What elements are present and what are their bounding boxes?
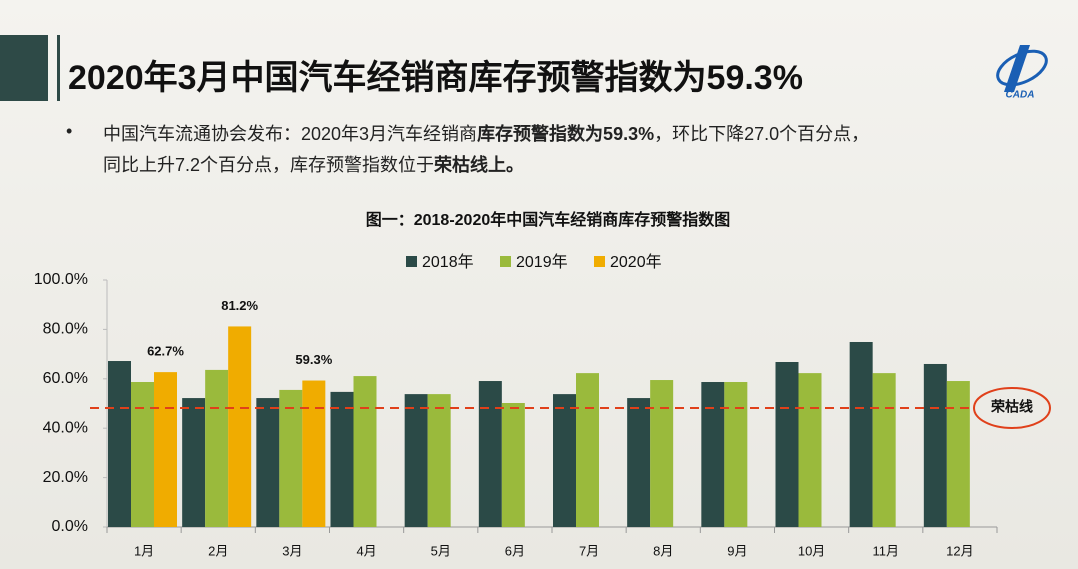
text-segment: ，环比下降27.0个百分点， — [654, 124, 870, 144]
bar — [501, 403, 525, 527]
logo-text: CADA — [1006, 90, 1035, 101]
bullet-text: 中国汽车流通协会发布：2020年3月汽车经销商库存预警指数为59.3%，环比下降… — [103, 119, 869, 181]
data-label: 59.3% — [295, 352, 332, 367]
bullet-line: 中国汽车流通协会发布：2020年3月汽车经销商库存预警指数为59.3%，环比下降… — [103, 119, 869, 150]
bar — [701, 382, 725, 527]
legend-swatch — [500, 256, 511, 267]
bar — [330, 391, 354, 527]
bar — [923, 363, 947, 527]
bar — [279, 389, 303, 527]
bar — [553, 394, 576, 527]
bar — [256, 398, 280, 527]
bar — [154, 372, 177, 527]
bar — [798, 373, 822, 527]
slide-title: 2020年3月中国汽车经销商库存预警指数为59.3% — [68, 59, 803, 97]
text-segment: 库存预警指数为59.3% — [477, 124, 655, 144]
bullet-dot: • — [66, 121, 73, 141]
bar — [775, 362, 799, 527]
data-label: 62.7% — [147, 344, 184, 359]
title-block — [0, 35, 48, 101]
bar — [576, 373, 599, 527]
text-segment: 荣枯线上。 — [434, 155, 525, 175]
legend-label: 2019年 — [516, 253, 568, 271]
chart-title: 图一：2018-2020年中国汽车经销商库存预警指数图 — [366, 210, 731, 229]
bar — [849, 341, 873, 527]
threshold-ellipse — [973, 386, 1051, 429]
bar — [627, 398, 651, 527]
legend-label: 2020年 — [610, 253, 662, 271]
bar — [724, 382, 748, 527]
y-tick-label: 60.0% — [43, 370, 88, 387]
bar — [427, 394, 451, 527]
x-tick-label: 10月 — [798, 543, 825, 558]
bullet-line: 同比上升7.2个百分点，库存预警指数位于荣枯线上。 — [103, 150, 869, 181]
data-label: 81.2% — [221, 298, 258, 313]
x-tick-label: 5月 — [431, 543, 451, 558]
y-tick-label: 100.0% — [34, 271, 88, 288]
legend-label: 2018年 — [422, 253, 474, 271]
bar — [205, 369, 229, 527]
bar — [108, 361, 131, 527]
y-tick-label: 40.0% — [43, 419, 88, 436]
text-segment: 中国汽车流通协会发布：2020年3月汽车经销商 — [103, 124, 478, 144]
y-tick-label: 0.0% — [52, 518, 88, 535]
y-tick-label: 80.0% — [43, 321, 88, 338]
bar — [353, 376, 377, 527]
bar — [131, 382, 154, 527]
x-tick-label: 9月 — [727, 543, 747, 558]
y-tick-label: 20.0% — [43, 469, 88, 486]
x-tick-label: 6月 — [505, 543, 525, 558]
title-rule — [57, 35, 60, 101]
threshold-label: 荣枯线 — [990, 399, 1033, 415]
x-tick-label: 3月 — [282, 543, 302, 558]
x-tick-label: 1月 — [134, 543, 154, 558]
x-tick-label: 11月 — [873, 543, 900, 558]
bar — [946, 381, 970, 527]
bar — [302, 380, 326, 527]
logo: CADA — [996, 45, 1048, 101]
bar — [872, 373, 896, 527]
x-tick-label: 2月 — [208, 543, 228, 558]
bar — [404, 394, 428, 527]
bar — [650, 380, 674, 527]
bar — [182, 398, 206, 527]
legend-swatch — [406, 256, 417, 267]
bar — [478, 381, 502, 527]
text-segment: 同比上升7.2个百分点，库存预警指数位于 — [103, 155, 435, 175]
x-tick-label: 4月 — [356, 543, 376, 558]
x-tick-label: 12月 — [946, 543, 973, 558]
bar — [228, 326, 252, 527]
x-tick-label: 8月 — [653, 543, 673, 558]
legend-swatch — [594, 256, 605, 267]
x-tick-label: 7月 — [579, 543, 599, 558]
